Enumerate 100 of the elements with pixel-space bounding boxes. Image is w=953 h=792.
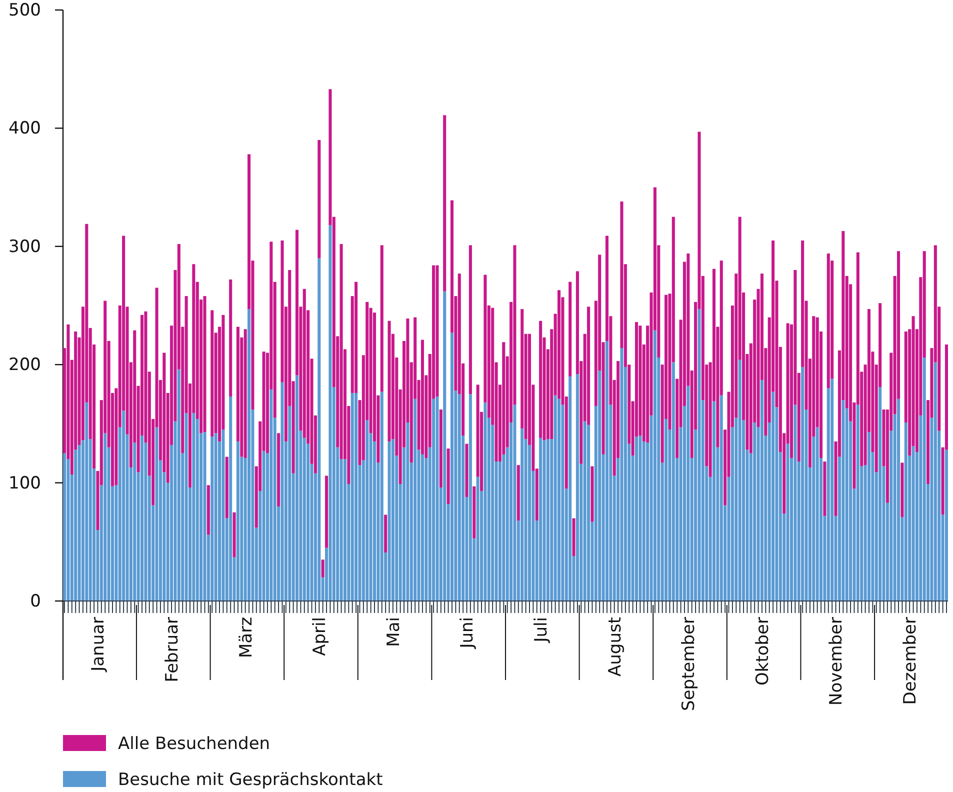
bar <box>634 436 638 601</box>
bar <box>439 410 442 488</box>
bar <box>177 369 180 601</box>
bar <box>443 291 446 601</box>
bar <box>277 433 280 506</box>
bar <box>738 360 742 601</box>
bar <box>225 456 228 518</box>
bar <box>244 329 247 458</box>
bar <box>520 428 524 601</box>
bar <box>229 279 232 397</box>
bar <box>203 432 206 601</box>
bar <box>934 362 937 601</box>
bar <box>133 442 136 601</box>
bar <box>210 436 214 601</box>
bar <box>354 282 358 393</box>
bar <box>590 466 594 522</box>
x-tick-label: Februar <box>162 617 182 682</box>
bar <box>184 413 188 601</box>
y-tick-label: 100 <box>8 473 41 494</box>
bar <box>450 332 454 601</box>
bar <box>443 115 446 292</box>
bar <box>583 421 586 601</box>
bar <box>388 441 391 601</box>
bar <box>436 396 439 601</box>
x-tick-label: Juli <box>532 617 552 644</box>
y-tick-label: 500 <box>8 0 41 20</box>
bar <box>155 427 158 601</box>
bar <box>568 282 572 376</box>
bar <box>516 465 520 521</box>
bar <box>878 387 882 601</box>
bar <box>295 375 299 601</box>
bar <box>280 382 284 601</box>
bar <box>414 398 417 601</box>
x-tick-label: September <box>679 616 700 711</box>
bar <box>328 225 332 601</box>
bar <box>542 440 546 601</box>
bar <box>140 436 144 601</box>
bar <box>350 392 354 601</box>
bar <box>366 420 369 601</box>
y-tick-label: 0 <box>30 591 41 612</box>
legend-label: Besuche mit Gesprächskontakt <box>118 770 384 790</box>
bar <box>432 398 436 601</box>
bar <box>557 398 561 601</box>
bar <box>598 370 602 601</box>
bar <box>468 394 472 601</box>
bar <box>638 436 642 601</box>
bar <box>672 362 675 601</box>
bar <box>63 453 66 601</box>
bar <box>262 450 266 601</box>
x-tick-label: März <box>236 616 256 658</box>
y-tick-label: 400 <box>8 118 41 139</box>
y-tick-label: 300 <box>8 236 41 257</box>
legend-label: Alle Besuchenden <box>118 734 270 754</box>
x-tick-label: Dezember <box>900 616 921 705</box>
bar <box>842 400 845 601</box>
bar <box>587 424 590 601</box>
bar <box>236 441 240 601</box>
x-tick-label: Juni <box>458 617 478 650</box>
bar <box>605 340 608 601</box>
bar <box>856 404 860 601</box>
bar <box>922 358 926 601</box>
bar <box>900 462 904 518</box>
bar <box>554 395 557 601</box>
bar <box>406 422 410 601</box>
bar <box>484 402 487 601</box>
bar <box>472 486 476 538</box>
bar <box>816 427 819 601</box>
bar <box>686 386 690 601</box>
bar <box>388 320 391 442</box>
bar <box>944 450 948 601</box>
bar <box>380 245 384 392</box>
bar <box>122 410 126 601</box>
bar <box>229 396 232 601</box>
bar <box>104 433 107 601</box>
bar <box>85 402 88 601</box>
bar <box>867 432 871 601</box>
bar <box>539 438 542 601</box>
bar <box>318 258 321 601</box>
x-tick-label: Januar <box>88 616 109 672</box>
bar <box>823 462 826 516</box>
bar <box>192 413 196 601</box>
bar <box>203 296 206 432</box>
bar <box>513 404 516 601</box>
bar <box>210 310 214 437</box>
bar <box>712 401 716 601</box>
bar <box>720 395 723 601</box>
bar <box>270 389 273 601</box>
bar <box>753 422 756 601</box>
y-tick-label: 200 <box>8 355 41 376</box>
bar <box>214 433 218 601</box>
bar <box>760 380 764 601</box>
bar <box>912 446 915 601</box>
bar <box>343 459 346 601</box>
bar <box>222 430 225 601</box>
bar <box>539 320 542 438</box>
x-tick-label: Oktober <box>752 616 773 686</box>
bar <box>340 244 343 460</box>
bar <box>786 444 790 601</box>
bar <box>698 309 701 601</box>
bar <box>380 392 384 601</box>
